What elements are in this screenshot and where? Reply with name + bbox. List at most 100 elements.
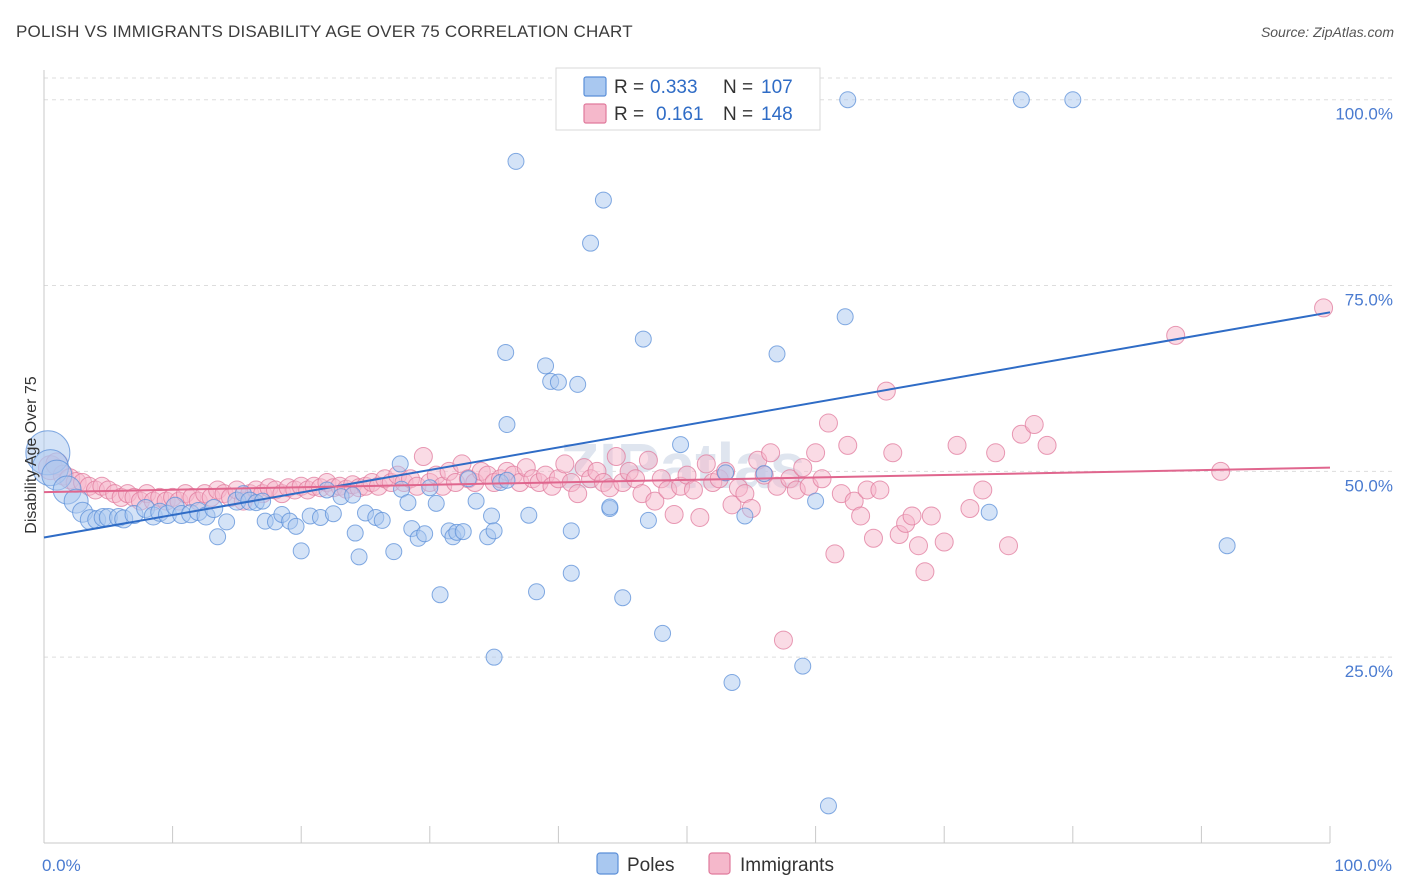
poles-point: [582, 234, 600, 252]
immigrants-point: [825, 544, 845, 564]
immigrants-point: [812, 469, 832, 489]
poles-point: [431, 586, 449, 604]
poles-point: [836, 308, 854, 326]
immigrants-point: [915, 562, 935, 582]
legend-swatch-poles: [583, 76, 607, 97]
legend-r-label-immigrants: R =: [614, 104, 644, 125]
legend-r-label-poles: R =: [614, 77, 644, 98]
y-tick-label: 100.0%: [1335, 105, 1393, 124]
y-tick-label: 25.0%: [1345, 662, 1393, 681]
immigrants-point: [793, 458, 813, 478]
source-label: Source: ZipAtlas.com: [1260, 24, 1394, 40]
poles-point: [507, 152, 525, 170]
poles-point: [1218, 537, 1236, 555]
legend-n-value-poles: 107: [761, 77, 793, 98]
poles-point: [980, 503, 998, 521]
poles-point: [454, 523, 472, 541]
poles-point: [373, 511, 391, 529]
y-tick-label: 50.0%: [1345, 476, 1393, 495]
legend-r-value-immigrants: 0.161: [656, 104, 704, 125]
poles-point: [324, 505, 342, 523]
poles-point: [639, 511, 657, 529]
series-immigrants: [37, 298, 1334, 650]
immigrants-point: [908, 536, 928, 556]
poles-point: [485, 648, 503, 666]
poles-point: [209, 528, 227, 546]
poles-point: [385, 543, 403, 561]
poles-point: [497, 343, 515, 361]
poles-trend-line: [43, 311, 1331, 539]
bottom-legend: Poles Immigrants: [596, 852, 834, 876]
grid-lines: [44, 77, 1392, 658]
immigrants-point: [1211, 461, 1231, 481]
poles-point: [654, 624, 672, 642]
poles-point: [467, 492, 485, 510]
immigrants-point: [664, 504, 684, 524]
bottom-legend-swatch-immigrants: [708, 852, 731, 875]
poles-point: [1064, 91, 1082, 109]
poles-point: [1012, 91, 1030, 109]
bottom-legend-label-poles: Poles: [627, 855, 675, 876]
immigrants-point: [1037, 435, 1057, 455]
poles-point: [614, 589, 632, 607]
immigrants-point: [999, 536, 1018, 556]
immigrants-point: [690, 507, 710, 527]
poles-point: [768, 345, 786, 363]
immigrants-point: [555, 454, 575, 474]
bottom-legend-label-immigrants: Immigrants: [740, 855, 834, 876]
poles-point: [520, 506, 538, 524]
y-tick-label: 75.0%: [1345, 291, 1393, 310]
immigrants-point: [568, 484, 588, 504]
immigrants-point: [638, 450, 658, 470]
immigrants-point: [883, 443, 903, 463]
y-tick-labels: 25.0% 50.0% 75.0% 100.0%: [1335, 105, 1393, 681]
poles-point: [421, 479, 439, 497]
immigrants-point: [818, 413, 838, 433]
poles-point: [672, 436, 690, 454]
immigrants-point: [973, 480, 993, 500]
legend-n-label-poles: N =: [723, 77, 753, 98]
immigrants-point: [986, 443, 1006, 463]
x-tick-label-min: 0.0%: [42, 856, 81, 875]
immigrants-point: [1011, 424, 1031, 444]
poles-point: [723, 673, 741, 691]
poles-point: [634, 330, 652, 348]
poles-point: [344, 486, 362, 504]
poles-point: [399, 494, 417, 512]
immigrants-point: [934, 532, 954, 552]
poles-point: [569, 375, 587, 393]
poles-point: [218, 513, 236, 531]
poles-point: [485, 522, 503, 540]
legend-r-value-poles: 0.333: [650, 77, 698, 98]
poles-point: [350, 548, 368, 566]
immigrants-point: [1024, 415, 1044, 435]
poles-point: [794, 657, 812, 675]
chart-title: POLISH VS IMMIGRANTS DISABILITY AGE OVER…: [16, 22, 633, 41]
poles-point: [528, 583, 546, 601]
poles-point: [498, 416, 516, 434]
poles-point: [416, 525, 434, 543]
poles-point: [819, 797, 837, 815]
legend-n-label-immigrants: N =: [723, 104, 753, 125]
poles-point: [717, 464, 735, 482]
poles-point: [807, 492, 825, 510]
poles-point: [459, 470, 477, 488]
immigrants-point: [921, 506, 941, 526]
immigrants-point: [645, 491, 665, 511]
immigrants-point: [960, 499, 980, 519]
legend-swatch-immigrants: [583, 103, 607, 124]
poles-point: [346, 524, 364, 542]
poles-point: [594, 191, 612, 209]
immigrants-point: [773, 630, 793, 650]
immigrants-point: [1166, 325, 1186, 345]
legend-n-value-immigrants: 148: [761, 104, 793, 125]
immigrants-point: [838, 435, 858, 455]
immigrants-point: [863, 528, 883, 548]
poles-point: [483, 507, 501, 525]
poles-point: [427, 494, 445, 512]
immigrants-point: [696, 454, 716, 474]
immigrants-point: [902, 506, 922, 526]
poles-point: [287, 517, 305, 535]
poles-point: [601, 498, 619, 516]
poles-point: [562, 564, 580, 582]
